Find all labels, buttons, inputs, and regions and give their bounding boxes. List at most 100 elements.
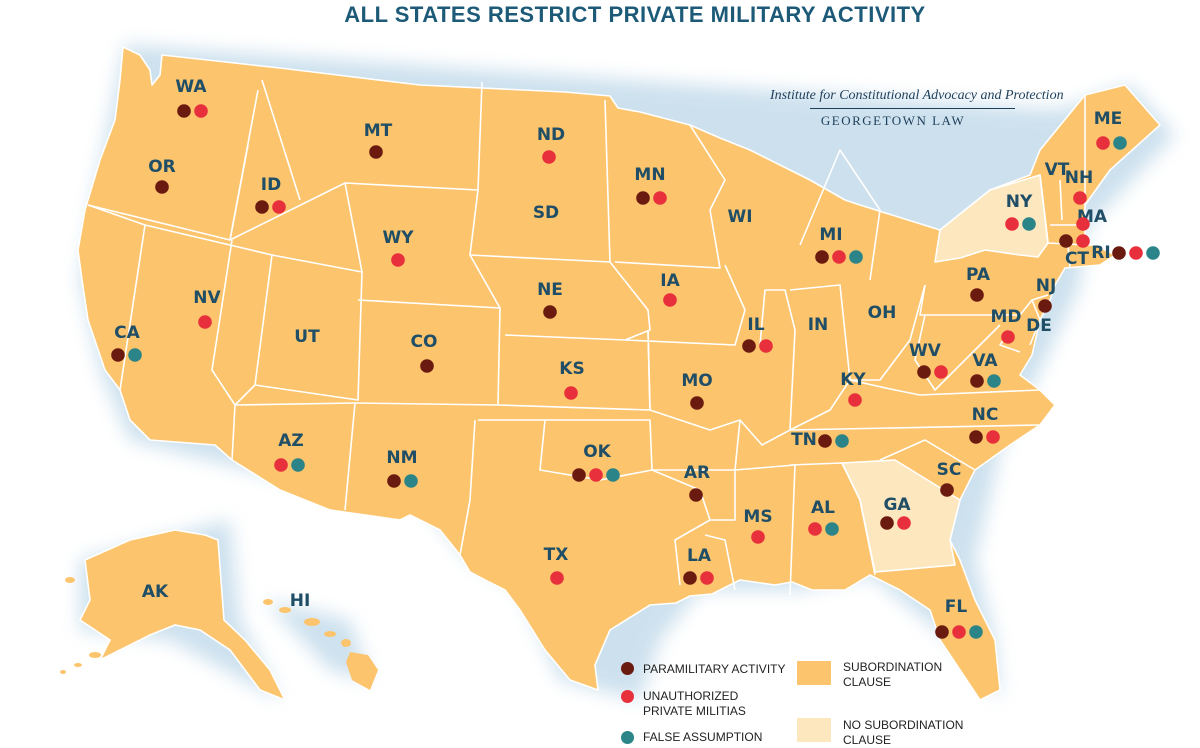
state-label-md: MD	[990, 307, 1021, 327]
state-label-ct: CT	[1065, 249, 1089, 269]
state-label-ar: AR	[684, 463, 710, 483]
state-label-nm: NM	[386, 448, 417, 468]
state-label-mo: MO	[681, 371, 712, 391]
state-label-de: DE	[1026, 316, 1052, 336]
legend-dot-false-assumption	[621, 731, 634, 744]
marker-ma-militias	[1076, 217, 1090, 231]
legend-subordination-line1: SUBORDINATION	[843, 660, 943, 674]
state-label-sd: SD	[533, 203, 559, 223]
marker-id-paramilitary	[255, 200, 269, 214]
state-label-az: AZ	[278, 431, 303, 451]
marker-ar-paramilitary	[689, 488, 703, 502]
marker-fl-paramilitary	[935, 625, 949, 639]
state-label-ut: UT	[294, 327, 320, 347]
marker-al-militias	[808, 522, 822, 536]
marker-ia-militias	[663, 293, 677, 307]
marker-al-false-assumption	[825, 522, 839, 536]
state-label-ky: KY	[840, 370, 866, 390]
state-label-hi: HI	[290, 591, 311, 611]
legend-militias-line2: PRIVATE MILITIAS	[643, 704, 746, 718]
marker-wy-militias	[391, 253, 405, 267]
state-label-co: CO	[411, 332, 438, 352]
legend-subordination-line2: CLAUSE	[843, 675, 892, 689]
marker-nc-paramilitary	[969, 430, 983, 444]
state-label-ks: KS	[559, 359, 584, 379]
marker-ny-false-assumption	[1022, 217, 1036, 231]
state-label-nv: NV	[193, 288, 221, 308]
legend-dot-militias	[621, 690, 634, 703]
state-label-ms: MS	[743, 507, 772, 527]
marker-tx-militias	[550, 571, 564, 585]
state-label-wi: WI	[727, 207, 752, 227]
legend-false-assumption: FALSE ASSUMPTION	[643, 730, 763, 744]
state-label-ca: CA	[114, 323, 140, 343]
marker-ct-paramilitary	[1059, 234, 1073, 248]
state-label-ri: RI	[1091, 243, 1110, 263]
state-label-tx: TX	[544, 545, 569, 565]
marker-nm-false-assumption	[404, 474, 418, 488]
marker-ca-false-assumption	[128, 348, 142, 362]
marker-va-false-assumption	[987, 374, 1001, 388]
marker-sc-paramilitary	[940, 483, 954, 497]
marker-mt-paramilitary	[369, 145, 383, 159]
marker-nd-militias	[542, 150, 556, 164]
legend-swatch-no-subordination	[797, 718, 831, 742]
marker-va-paramilitary	[970, 374, 984, 388]
marker-ri-paramilitary	[1112, 246, 1126, 260]
marker-ga-militias	[897, 516, 911, 530]
marker-ny-militias	[1005, 217, 1019, 231]
state-label-mn: MN	[634, 165, 665, 185]
marker-ky-militias	[848, 393, 862, 407]
institute-subtitle: GEORGETOWN LAW	[820, 113, 966, 128]
state-label-la: LA	[687, 546, 712, 566]
marker-mi-false-assumption	[849, 250, 863, 264]
state-label-mt: MT	[364, 121, 393, 141]
state-shape-hi	[263, 599, 378, 690]
state-labels: WA OR CA ID NV UT AZ MT WY CO NM ND SD NE KS OK TX MN IA MO…	[114, 77, 1122, 617]
marker-ok-false-assumption	[606, 468, 620, 482]
marker-me-false-assumption	[1113, 136, 1127, 150]
marker-mi-paramilitary	[815, 250, 829, 264]
state-label-fl: FL	[945, 597, 968, 617]
marker-ok-militias	[589, 468, 603, 482]
legend-swatch-subordination	[797, 661, 831, 685]
state-label-pa: PA	[966, 265, 991, 285]
marker-ga-paramilitary	[880, 516, 894, 530]
map-title: ALL STATES RESTRICT PRIVATE MILITARY ACT…	[344, 2, 926, 27]
marker-wa-militias	[194, 104, 208, 118]
marker-nm-paramilitary	[387, 474, 401, 488]
state-label-wy: WY	[382, 228, 414, 248]
state-label-al: AL	[811, 498, 835, 518]
state-label-ok: OK	[583, 442, 611, 462]
marker-la-paramilitary	[683, 571, 697, 585]
state-label-wv: WV	[909, 341, 942, 361]
marker-mi-militias	[832, 250, 846, 264]
marker-md-militias	[1001, 330, 1015, 344]
state-label-oh: OH	[868, 303, 897, 323]
institute-name: Institute for Constitutional Advocacy an…	[770, 88, 1064, 103]
marker-mo-paramilitary	[690, 396, 704, 410]
state-label-ak: AK	[142, 582, 169, 602]
state-label-ia: IA	[660, 271, 680, 291]
marker-tn-false-assumption	[835, 434, 849, 448]
marker-ks-militias	[564, 386, 578, 400]
state-label-ne: NE	[537, 280, 563, 300]
marker-nh-militias	[1073, 191, 1087, 205]
state-label-nc: NC	[972, 405, 999, 425]
marker-az-false-assumption	[291, 458, 305, 472]
state-label-id: ID	[261, 175, 281, 195]
marker-la-militias	[700, 571, 714, 585]
state-shape-ak	[78, 529, 287, 702]
marker-ms-militias	[751, 530, 765, 544]
marker-ca-paramilitary	[111, 348, 125, 362]
state-shape-ny	[934, 174, 1049, 263]
marker-fl-false-assumption	[969, 625, 983, 639]
state-label-or: OR	[148, 157, 176, 177]
state-label-vt: VT	[1045, 160, 1070, 180]
marker-wv-militias	[934, 365, 948, 379]
state-label-nh: NH	[1065, 168, 1093, 188]
legend-paramilitary: PARAMILITARY ACTIVITY	[643, 662, 786, 676]
marker-ri-false-assumption	[1146, 246, 1160, 260]
marker-ok-paramilitary	[572, 468, 586, 482]
